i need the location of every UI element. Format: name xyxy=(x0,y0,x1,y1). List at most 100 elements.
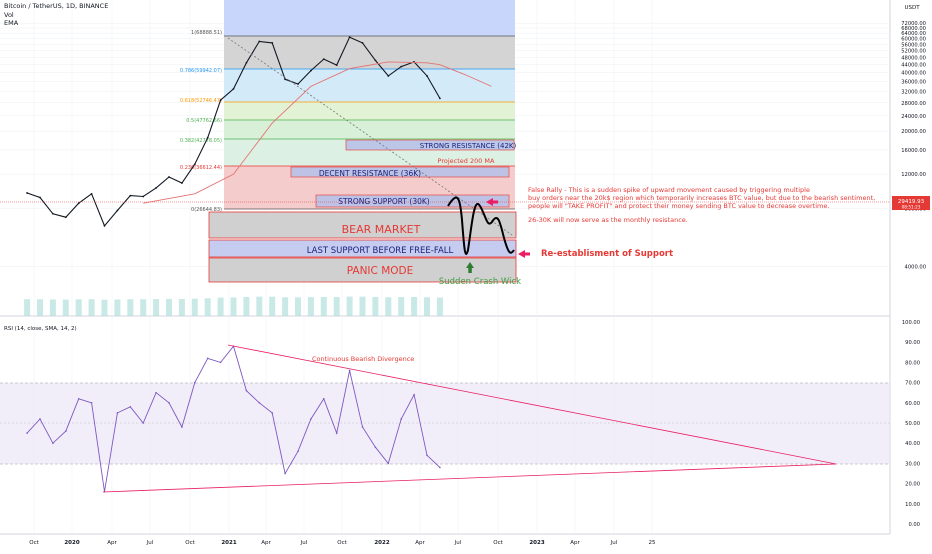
rsi-point-25 xyxy=(348,369,351,372)
volume-bar-8 xyxy=(127,299,134,316)
fib-label-0: 0(26644.83) xyxy=(191,207,222,213)
rsi-point-4 xyxy=(77,397,80,400)
time-tick-10: Apr xyxy=(415,540,425,546)
rsi-pane: Continuous Bearish Divergence xyxy=(0,344,890,493)
symbol-title: Bitcoin / TetherUS, 1D, BINANCE xyxy=(4,2,109,10)
rsi-axis-labels: 100.00 90.00 80.00 70.00 60.00 50.00 40.00 30.0… xyxy=(902,320,920,528)
volume-bar-19 xyxy=(269,296,276,316)
strong-support-label: STRONG SUPPORT (30K) xyxy=(338,197,429,206)
time-tick-15: Jul xyxy=(610,540,618,546)
bearish-divergence-label: Continuous Bearish Divergence xyxy=(312,355,414,363)
volume-bars xyxy=(24,296,443,316)
price-tick-11: 28000.00 xyxy=(901,101,926,107)
price-point-26 xyxy=(361,41,364,44)
price-point-11 xyxy=(168,176,170,178)
rsi-tick-1: 90.00 xyxy=(905,340,920,346)
bear-market-label: BEAR MARKET xyxy=(342,223,421,236)
fib-label-0382: 0.382(42778.05) xyxy=(180,138,222,144)
reestablish-support-text: Re-establisment of Support xyxy=(541,249,673,259)
price-tick-0: 72000.00 xyxy=(901,21,926,27)
rsi-point-23 xyxy=(323,397,325,400)
price-tick-12: 24000.00 xyxy=(901,114,926,120)
time-tick-8: Oct xyxy=(337,540,347,546)
time-tick-7: Jul xyxy=(300,540,308,546)
rsi-point-22 xyxy=(310,418,312,420)
price-point-5 xyxy=(90,192,93,195)
rsi-point-9 xyxy=(142,422,144,424)
price-tick-4: 56000.00 xyxy=(901,42,926,48)
price-series xyxy=(26,36,492,227)
rsi-point-27 xyxy=(374,446,377,449)
sudden-crash-label: Sudden Crash Wick xyxy=(439,277,521,287)
rsi-title: RSI (14, close, SMA, 14, 2) xyxy=(4,326,77,332)
price-point-24 xyxy=(335,64,338,66)
volume-bar-24 xyxy=(333,297,340,316)
strong-resistance-label: STRONG RESISTANCE (42K) xyxy=(420,142,517,150)
rsi-tick-8: 20.00 xyxy=(905,482,920,488)
volume-bar-13 xyxy=(191,298,198,316)
time-tick-0: Oct xyxy=(29,540,39,546)
time-tick-3: Jul xyxy=(146,540,154,546)
rsi-point-28 xyxy=(387,462,390,465)
panic-mode-zone xyxy=(208,257,517,283)
time-tick-4: Oct xyxy=(185,540,195,546)
last-support-label: LAST SUPPORT BEFORE FREE-FALL xyxy=(307,246,454,256)
decent-resistance-label: DECENT RESISTANCE (36K) xyxy=(319,169,421,178)
rsi-tick-0: 100.00 xyxy=(902,320,920,326)
volume-bar-5 xyxy=(88,299,95,316)
projected-ma-label: Projected 200 MA xyxy=(438,157,496,165)
volume-bar-29 xyxy=(398,297,405,316)
volume-bar-0 xyxy=(24,299,31,316)
price-tick-13: 20000.00 xyxy=(901,129,926,135)
price-point-14 xyxy=(206,136,209,139)
price-line-1 xyxy=(143,61,492,204)
volume-bar-31 xyxy=(424,297,430,316)
panic-mode-label: PANIC MODE xyxy=(347,265,414,277)
volume-bar-20 xyxy=(282,297,289,316)
fib-band-05 xyxy=(224,120,515,139)
decent-resistance-zone xyxy=(290,166,510,178)
rsi-point-19 xyxy=(271,412,274,414)
time-tick-1: 2020 xyxy=(64,540,79,546)
rsi-tick-7: 30.00 xyxy=(905,461,920,467)
rsi-point-12 xyxy=(181,426,183,428)
price-point-19 xyxy=(271,41,274,44)
rsi-band xyxy=(0,383,890,464)
volume-bar-28 xyxy=(385,297,392,316)
fib-label-0236: 0.236(36612.44) xyxy=(180,165,222,171)
zones xyxy=(208,139,517,283)
bear-market-zone xyxy=(208,211,517,239)
rsi-point-21 xyxy=(297,450,299,453)
rsi-point-5 xyxy=(90,402,93,404)
price-tick-8: 40000.00 xyxy=(901,71,926,77)
current-price-tag xyxy=(892,196,930,210)
rsi-point-24 xyxy=(335,432,338,434)
rsi-point-2 xyxy=(52,442,54,445)
price-point-28 xyxy=(387,75,390,77)
fib-band-0786 xyxy=(224,69,515,102)
volume-bar-21 xyxy=(295,297,301,316)
false-rally-text-3: people will "TAKE PROFIT" and protect th… xyxy=(528,202,829,210)
price-point-3 xyxy=(64,216,67,219)
monthly-resistance-text: 26-30K will now serve as the monthly res… xyxy=(528,216,688,224)
price-point-23 xyxy=(322,58,325,61)
rsi-point-30 xyxy=(413,393,415,396)
price-point-0 xyxy=(26,192,28,194)
fib-label-0786: 0.786(59942.07) xyxy=(180,68,222,74)
time-tick-12: Oct xyxy=(493,540,503,546)
volume-bar-22 xyxy=(307,297,314,316)
price-point-10 xyxy=(155,186,158,189)
volume-bar-15 xyxy=(217,297,224,316)
rsi-point-1 xyxy=(39,418,41,420)
false-rally-text-2: buy orders near the 20k$ region which te… xyxy=(528,194,875,202)
price-point-21 xyxy=(297,83,299,85)
rsi-tick-4: 60.00 xyxy=(905,401,920,407)
up-arrow-stem xyxy=(468,267,472,273)
volume-bar-17 xyxy=(243,296,250,316)
pink-arrow-stem xyxy=(493,200,498,204)
volume-bar-6 xyxy=(101,299,108,316)
pink-arrow-icon xyxy=(486,198,493,206)
pink-arrow-stem-2 xyxy=(525,252,530,256)
